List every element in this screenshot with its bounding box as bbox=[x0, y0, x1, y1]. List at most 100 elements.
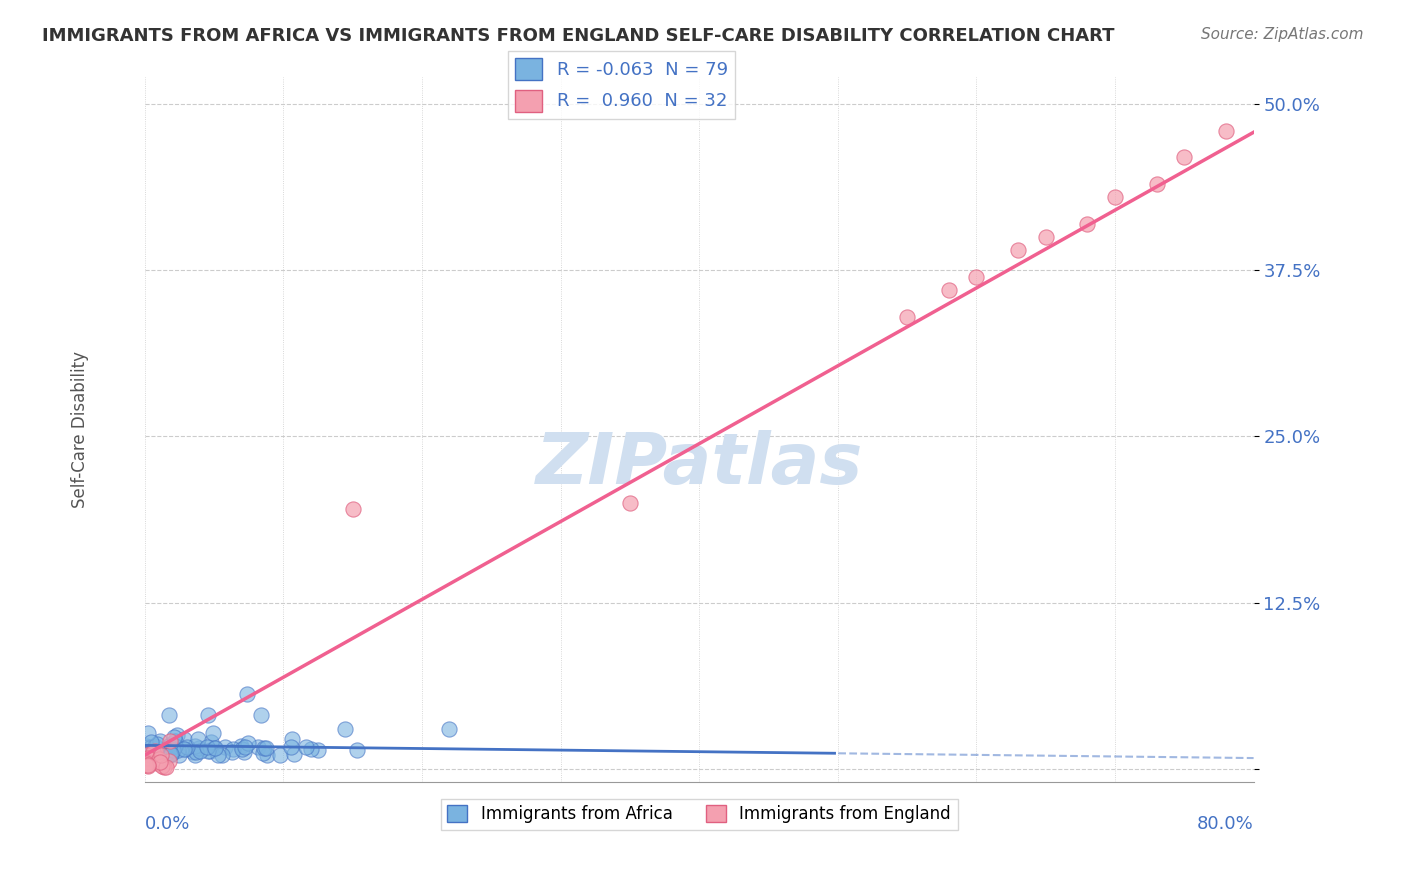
Point bbox=[214, 739, 236, 754]
Point bbox=[135, 739, 157, 753]
Point bbox=[145, 746, 167, 760]
Point bbox=[146, 756, 169, 770]
Point bbox=[160, 747, 183, 761]
Point bbox=[252, 747, 274, 761]
Point bbox=[166, 728, 188, 742]
Point bbox=[160, 747, 183, 761]
Point bbox=[197, 708, 219, 723]
Point bbox=[136, 758, 159, 772]
Point bbox=[250, 708, 273, 723]
Point bbox=[141, 746, 163, 760]
Point bbox=[162, 742, 184, 756]
Point bbox=[136, 751, 159, 765]
Point bbox=[146, 746, 169, 760]
Text: Source: ZipAtlas.com: Source: ZipAtlas.com bbox=[1201, 27, 1364, 42]
Point bbox=[169, 747, 191, 762]
Point bbox=[342, 502, 364, 516]
Point bbox=[173, 732, 195, 747]
Point bbox=[195, 739, 218, 754]
Point bbox=[159, 754, 181, 768]
Point bbox=[187, 731, 209, 746]
Point bbox=[163, 734, 186, 748]
Point bbox=[253, 740, 276, 755]
Point bbox=[152, 745, 174, 759]
Point bbox=[139, 735, 162, 749]
Point bbox=[181, 746, 204, 760]
Point bbox=[197, 744, 219, 758]
Point bbox=[136, 756, 159, 770]
Point bbox=[1035, 230, 1057, 244]
Point bbox=[145, 739, 167, 754]
Point bbox=[159, 734, 181, 748]
Point bbox=[136, 747, 159, 762]
Point bbox=[149, 748, 172, 763]
Point bbox=[188, 740, 211, 755]
Point bbox=[160, 737, 183, 751]
Point bbox=[141, 739, 163, 754]
Point bbox=[202, 741, 225, 756]
Point bbox=[236, 687, 259, 701]
Point bbox=[183, 739, 205, 754]
Point bbox=[1104, 190, 1126, 204]
Point bbox=[167, 743, 190, 757]
Point bbox=[211, 747, 233, 762]
Point bbox=[136, 747, 159, 761]
Point bbox=[236, 736, 259, 750]
Point bbox=[254, 740, 277, 755]
Point bbox=[965, 269, 987, 284]
Point bbox=[207, 748, 229, 763]
Point bbox=[256, 747, 278, 762]
Point bbox=[139, 752, 162, 766]
Point bbox=[1173, 150, 1195, 164]
Point bbox=[143, 743, 166, 757]
Point bbox=[200, 744, 222, 758]
Point bbox=[283, 747, 305, 762]
Point bbox=[150, 747, 173, 762]
Point bbox=[136, 759, 159, 773]
Point bbox=[141, 747, 163, 761]
Point bbox=[1215, 123, 1237, 137]
Point bbox=[231, 742, 253, 756]
Point bbox=[280, 739, 302, 754]
Point bbox=[222, 741, 245, 756]
Point bbox=[333, 723, 356, 737]
Point bbox=[938, 283, 960, 297]
Point bbox=[247, 740, 270, 755]
Point bbox=[157, 708, 180, 723]
Point bbox=[176, 739, 198, 754]
Point bbox=[142, 744, 165, 758]
Point bbox=[232, 745, 254, 759]
Y-axis label: Self-Care Disability: Self-Care Disability bbox=[72, 351, 89, 508]
Point bbox=[1076, 217, 1098, 231]
Point bbox=[135, 745, 157, 759]
Point bbox=[159, 747, 181, 761]
Point bbox=[188, 744, 211, 758]
Point bbox=[200, 735, 222, 749]
Point bbox=[148, 752, 170, 766]
Point bbox=[204, 741, 226, 756]
Text: IMMIGRANTS FROM AFRICA VS IMMIGRANTS FROM ENGLAND SELF-CARE DISABILITY CORRELATI: IMMIGRANTS FROM AFRICA VS IMMIGRANTS FRO… bbox=[42, 27, 1115, 45]
Point bbox=[346, 742, 368, 756]
Point bbox=[184, 745, 207, 759]
Point bbox=[159, 747, 181, 762]
Point bbox=[135, 758, 157, 772]
Point bbox=[299, 741, 322, 756]
Point bbox=[1146, 177, 1168, 191]
Point bbox=[165, 739, 187, 754]
Point bbox=[135, 756, 157, 770]
Point bbox=[149, 755, 172, 769]
Point bbox=[145, 756, 167, 770]
Text: 80.0%: 80.0% bbox=[1197, 815, 1254, 833]
Point bbox=[136, 726, 159, 740]
Point bbox=[280, 731, 302, 746]
Point bbox=[149, 733, 172, 747]
Point bbox=[146, 738, 169, 752]
Point bbox=[619, 496, 641, 510]
Point bbox=[152, 760, 174, 774]
Point bbox=[233, 739, 256, 754]
Point bbox=[183, 747, 205, 762]
Point bbox=[153, 748, 176, 763]
Point bbox=[174, 742, 197, 756]
Point bbox=[135, 747, 157, 762]
Point bbox=[136, 747, 159, 762]
